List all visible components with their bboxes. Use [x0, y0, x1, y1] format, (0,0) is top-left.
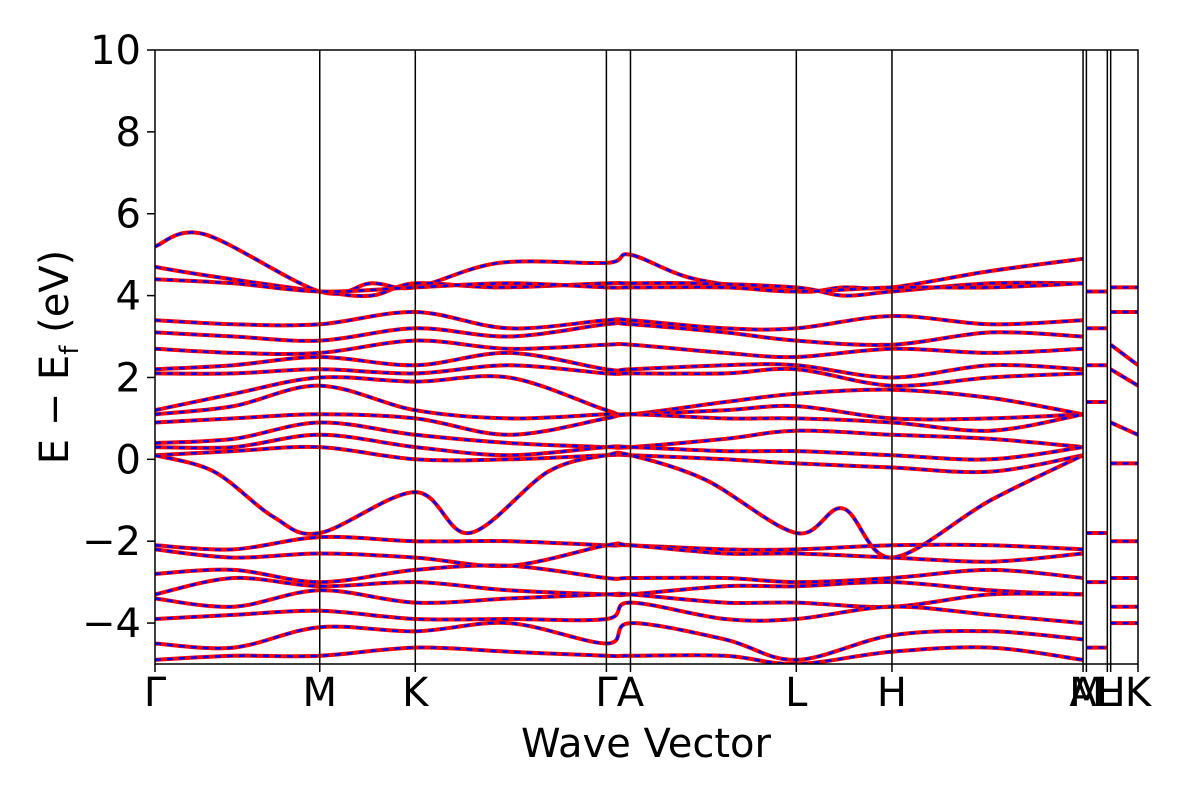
y-axis-label-subscript: f [55, 345, 85, 355]
y-tick-label-7: 10 [90, 28, 141, 74]
y-tick-label-6: 8 [116, 110, 141, 156]
band-line-dashed-27 [1110, 421, 1138, 436]
kpoint-lines [319, 50, 1112, 664]
band-line-dashed-4 [155, 321, 1084, 347]
x-tick-label-11: K [1125, 670, 1153, 716]
x-tick-label-0: Γ [144, 670, 167, 716]
band-line-dashed-18 [155, 576, 1084, 597]
band-line-dashed-12 [155, 433, 1084, 461]
bands-layer [155, 230, 1138, 664]
band-line-dashed-15 [155, 535, 1084, 552]
y-axis-ticks: −4 −2 0 2 4 6 8 10 [82, 28, 155, 647]
x-tick-label-10: H [1096, 670, 1126, 716]
band-line-dashed-22 [155, 646, 1084, 664]
y-axis-label-main: E − E [32, 355, 78, 465]
x-tick-label-2: K [402, 670, 430, 716]
band-line-dashed-3 [155, 310, 1084, 331]
band-line-dashed-14 [155, 451, 1084, 559]
band-line-dashed-21 [155, 621, 1084, 662]
x-tick-label-9: L [1096, 670, 1119, 716]
plot-frame [154, 49, 1139, 665]
band-line-dashed-16 [155, 542, 1084, 568]
x-tick-label-6: H [877, 670, 907, 716]
y-tick-label-2: 0 [116, 437, 141, 483]
band-line-dashed-5 [155, 339, 1084, 359]
y-axis-label: E − Ef (eV) [32, 250, 85, 465]
x-tick-label-8: M [1069, 670, 1104, 716]
y-tick-label-0: −4 [82, 601, 141, 647]
band-line-dashed-20 [155, 601, 1084, 625]
band-line-dashed-26 [1110, 368, 1138, 387]
y-tick-label-1: −2 [82, 519, 141, 565]
x-tick-label-1: M [302, 670, 337, 716]
band-line-dashed-13 [155, 445, 1084, 474]
band-line-dashed-11 [155, 421, 1084, 450]
y-tick-label-4: 4 [116, 274, 141, 320]
band-line-dashed-25 [1109, 343, 1138, 367]
x-tick-label-7: A [1069, 670, 1097, 716]
y-tick-label-5: 6 [116, 192, 141, 238]
band-line-dashed-2 [155, 277, 1084, 293]
x-axis-label: Wave Vector [521, 721, 772, 767]
band-line-dashed-6 [155, 351, 1084, 379]
band-line-dashed-10 [155, 413, 1084, 437]
band-line-dashed-17 [155, 564, 1084, 584]
y-axis-label-unit: (eV) [32, 250, 78, 346]
x-tick-label-4: A [617, 670, 645, 716]
x-tick-label-3: Γ [595, 670, 618, 716]
x-tick-label-5: L [785, 670, 808, 716]
y-tick-label-3: 2 [116, 355, 141, 401]
band-line-dashed-7 [155, 363, 1084, 388]
